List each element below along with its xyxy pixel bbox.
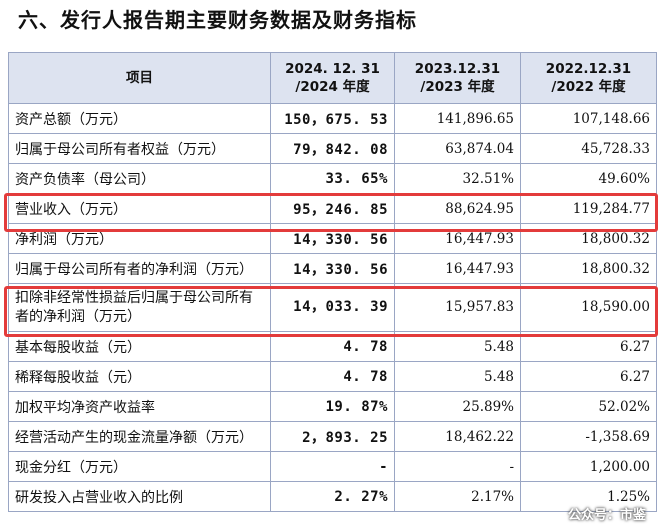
row-label: 研发投入占营业收入的比例 [8, 481, 271, 512]
value-cell: 14，330. 56 [270, 253, 395, 284]
value-cell: - [270, 451, 395, 482]
table-row: 经营活动产生的现金流量净额（万元） 2，893. 25 18,462.22 -1,35… [8, 421, 657, 452]
value-cell: 150，675. 53 [270, 103, 395, 134]
table-row: 扣除非经常性损益后归属于母公司所有者的净利润（万元） 14，033. 39 15,9… [8, 283, 657, 332]
value-cell: -1,358.69 [520, 421, 657, 452]
value-cell: 25.89% [394, 391, 521, 422]
row-label: 营业收入（万元） [8, 193, 271, 224]
value-cell: 2，893. 25 [270, 421, 395, 452]
table-header-row: 项目 2024. 12. 31/2024 年度 2023.12.31/2023 … [8, 52, 657, 104]
header-item: 项目 [8, 52, 271, 104]
row-label: 归属于母公司所有者的净利润（万元） [8, 253, 271, 284]
value-cell: 2.17% [394, 481, 521, 512]
value-cell: 119,284.77 [520, 193, 657, 224]
value-cell: - [394, 451, 521, 482]
row-label: 归属于母公司所有者权益（万元） [8, 133, 271, 164]
value-cell: 5.48 [394, 361, 521, 392]
row-label: 资产负债率（母公司） [8, 163, 271, 194]
watermark: 公众号：市鉴 [567, 508, 646, 523]
value-cell: 45,728.33 [520, 133, 657, 164]
table-row: 归属于母公司所有者的净利润（万元） 14，330. 56 16,447.93 18,8… [8, 253, 657, 284]
row-label: 经营活动产生的现金流量净额（万元） [8, 421, 271, 452]
table-row: 现金分红（万元） - -1,200.00 [8, 451, 657, 482]
header-2023: 2023.12.31/2023 年度 [394, 52, 521, 104]
value-cell: 6.27 [520, 361, 657, 392]
value-cell: 15,957.83 [394, 283, 521, 332]
row-label: 加权平均净资产收益率 [8, 391, 271, 422]
table-row: 营业收入（万元） 95，246. 85 88,624.95 119,284.77 [8, 193, 657, 224]
value-cell: 18,800.32 [520, 253, 657, 284]
value-cell: 32.51% [394, 163, 521, 194]
value-cell: 6.27 [520, 331, 657, 362]
financial-table: 项目 2024. 12. 31/2024 年度 2023.12.31/2023 … [8, 52, 657, 512]
row-label: 基本每股收益（元） [8, 331, 271, 362]
row-label: 扣除非经常性损益后归属于母公司所有者的净利润（万元） [8, 283, 271, 332]
value-cell: 2. 27% [270, 481, 395, 512]
value-cell: 18,800.32 [520, 223, 657, 254]
table-row: 基本每股收益（元） 4. 78 5.48 6.27 [8, 331, 657, 362]
row-label: 净利润（万元） [8, 223, 271, 254]
value-cell: 49.60% [520, 163, 657, 194]
header-2022: 2022.12.31/2022 年度 [520, 52, 657, 104]
value-cell: 79，842. 08 [270, 133, 395, 164]
value-cell: 1,200.00 [520, 451, 657, 482]
value-cell: 88,624.95 [394, 193, 521, 224]
value-cell: 95，246. 85 [270, 193, 395, 224]
table-row: 资产总额（万元） 150，675. 53 141,896.65 107,148.66 [8, 103, 657, 134]
value-cell: 107,148.66 [520, 103, 657, 134]
value-cell: 1.25% [520, 481, 657, 512]
value-cell: 14，033. 39 [270, 283, 395, 332]
value-cell: 141,896.65 [394, 103, 521, 134]
value-cell: 19. 87% [270, 391, 395, 422]
value-cell: 16,447.93 [394, 223, 521, 254]
row-label: 现金分红（万元） [8, 451, 271, 482]
value-cell: 16,447.93 [394, 253, 521, 284]
table-row: 归属于母公司所有者权益（万元） 79，842. 08 63,874.04 45,728… [8, 133, 657, 164]
value-cell: 63,874.04 [394, 133, 521, 164]
table-row: 研发投入占营业收入的比例 2. 27% 2.17% 1.25% [8, 481, 657, 512]
value-cell: 14，330. 56 [270, 223, 395, 254]
table-row: 净利润（万元） 14，330. 56 16,447.93 18,800.32 [8, 223, 657, 254]
value-cell: 18,462.22 [394, 421, 521, 452]
header-2024: 2024. 12. 31/2024 年度 [270, 52, 395, 104]
table-row: 资产负债率（母公司） 33. 65% 32.51% 49.60% [8, 163, 657, 194]
value-cell: 4. 78 [270, 361, 395, 392]
table-row: 加权平均净资产收益率 19. 87% 25.89% 52.02% [8, 391, 657, 422]
value-cell: 5.48 [394, 331, 521, 362]
table-row: 稀释每股收益（元） 4. 78 5.48 6.27 [8, 361, 657, 392]
section-title: 六、发行人报告期主要财务数据及财务指标 [18, 8, 417, 32]
row-label: 稀释每股收益（元） [8, 361, 271, 392]
row-label: 资产总额（万元） [8, 103, 271, 134]
value-cell: 33. 65% [270, 163, 395, 194]
value-cell: 18,590.00 [520, 283, 657, 332]
value-cell: 4. 78 [270, 331, 395, 362]
value-cell: 52.02% [520, 391, 657, 422]
